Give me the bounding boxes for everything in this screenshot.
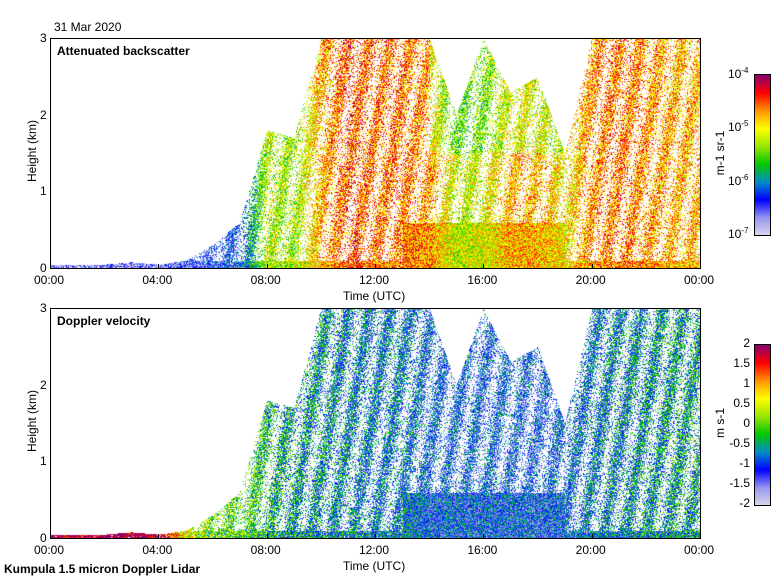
x-tick: [591, 264, 593, 268]
x-tick-label: 08:00: [250, 543, 281, 557]
plot-title-1: Doppler velocity: [57, 314, 151, 328]
x-tick-label: 00:00: [34, 273, 65, 287]
x-tick: [591, 534, 593, 538]
y-tick-label: 2: [40, 107, 47, 122]
colorbar-tick-label: -1: [739, 456, 750, 470]
x-axis-label: Time (UTC): [343, 289, 406, 303]
y-tick-label: 0: [40, 531, 47, 545]
x-tick: [158, 264, 160, 268]
colorbar-tick-label: 1.5: [733, 356, 750, 370]
x-tick-label: 12:00: [359, 543, 390, 557]
colorbar-tick-label: 2: [743, 336, 750, 350]
colorbar-tick-label: -0.5: [729, 436, 750, 450]
colorbar-tick-label: 1: [743, 376, 750, 390]
colorbar-label: m s-1: [713, 408, 727, 438]
instrument-footer: Kumpula 1.5 micron Doppler Lidar: [4, 562, 201, 576]
colorbar-tick-label: -2: [739, 496, 750, 510]
x-tick-label: 04:00: [142, 273, 173, 287]
colorbar-tick-label: 10-6: [728, 172, 749, 188]
colorbar-label: m-1 sr-1: [713, 130, 727, 176]
x-tick: [375, 534, 376, 538]
colorbar-tick-label: 10-4: [728, 66, 749, 81]
colorbar-tick-label: 10-7: [728, 226, 749, 241]
x-tick: [700, 264, 701, 268]
x-tick-label: 04:00: [142, 543, 173, 557]
x-tick: [375, 264, 376, 268]
x-axis-label: Time (UTC): [343, 559, 406, 573]
x-tick-label: 00:00: [34, 543, 65, 557]
date-label: 31 Mar 2020: [54, 20, 122, 34]
colorbar-tick-label: 10-5: [728, 119, 749, 135]
x-tick: [483, 534, 485, 538]
y-tick-label: 3: [40, 301, 47, 315]
x-tick: [50, 264, 51, 268]
y-axis-label: Height (km): [25, 389, 39, 452]
x-tick-label: 20:00: [575, 273, 606, 287]
x-tick: [266, 264, 268, 268]
x-tick-label: 00:00: [684, 273, 715, 287]
x-tick-label: 08:00: [250, 273, 281, 287]
x-tick: [266, 534, 268, 538]
x-tick-label: 16:00: [467, 273, 498, 287]
colorbar-0: [754, 74, 771, 236]
x-tick: [700, 534, 701, 538]
heatmap-1: [50, 308, 700, 538]
colorbar-tick-label: -1.5: [729, 476, 750, 490]
x-tick: [483, 264, 485, 268]
x-tick-label: 20:00: [575, 543, 606, 557]
colorbar-1: [754, 344, 771, 506]
y-tick-label: 3: [40, 31, 47, 45]
y-tick-label: 2: [40, 377, 47, 392]
x-tick: [50, 534, 51, 538]
colorbar-tick-label: 0: [743, 416, 750, 430]
y-axis-label: Height (km): [25, 119, 39, 182]
heatmap-0: [50, 38, 700, 268]
colorbar-tick-label: 0.5: [733, 396, 750, 410]
x-tick-label: 16:00: [467, 543, 498, 557]
y-tick-label: 0: [40, 261, 47, 275]
y-tick-label: 1: [40, 454, 47, 469]
plot-title-0: Attenuated backscatter: [57, 44, 190, 58]
x-tick-label: 12:00: [359, 273, 390, 287]
x-tick-label: 00:00: [684, 543, 715, 557]
x-tick: [158, 534, 160, 538]
plot-frame-0: [50, 38, 701, 269]
y-tick-label: 1: [40, 184, 47, 199]
plot-frame-1: [50, 308, 701, 539]
